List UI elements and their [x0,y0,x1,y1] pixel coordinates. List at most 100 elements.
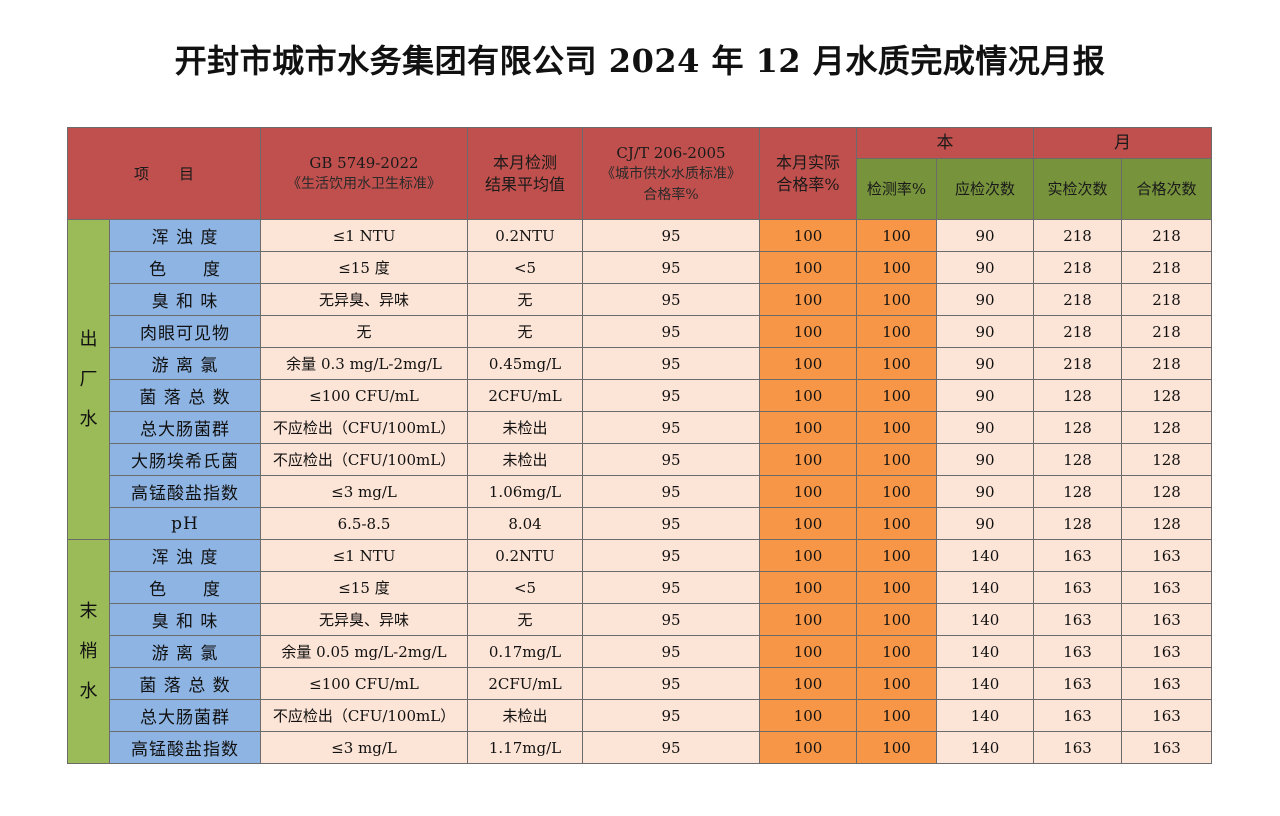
table-row: 色 度 ≤15 度 <5 95 100 100 90 218 218 [68,251,1213,284]
cell-pass-count: 128 [1121,443,1213,476]
cell-gb-standard: 不应检出（CFU/100mL） [260,699,469,732]
table-row: 臭 和 味无异臭、异味无 95 100 100 140 163 163 [68,603,1213,636]
row-item-name: 大肠埃希氏菌 [108,443,262,476]
cell-should-count: 90 [936,411,1035,444]
cell-actual-count: 218 [1033,219,1123,252]
cell-detect-rate: 100 [856,507,938,540]
row-item-name: 浑 浊 度 [108,219,262,252]
cell-monthly-average: 2CFU/mL [467,667,584,700]
header-avg-line2: 结果平均值 [485,174,566,194]
cell-should-count: 140 [936,571,1035,604]
cell-actual-count: 163 [1033,667,1123,700]
water-quality-table: 项 目 GB 5749-2022 《生活饮用水卫生标准》 本月检测 结果平均值 … [66,127,1213,764]
cell-monthly-average: 2CFU/mL [467,379,584,412]
cell-gb-standard: 余量 0.3 mg/L-2mg/L [260,347,469,380]
cell-actual-rate: 100 [759,539,858,572]
cell-pass-count: 163 [1121,699,1213,732]
table-row: 高锰酸盐指数 ≤3 mg/L 1.17mg/L 95 100 100 140 163 163 [68,731,1213,764]
table-row: 总大肠菌群 不应检出（CFU/100mL） 未检出 95 100 100 90 128 128 [68,411,1213,444]
table-body: 出厂水浑 浊 度 ≤1 NTU 0.2NTU 95 100 100 90 218 218 色 度 ≤… [67,219,1213,764]
row-item-name: 游 离 氯 [108,347,262,380]
cell-gb-standard: ≤100 CFU/mL [260,379,469,412]
cell-gb-standard: ≤3 mg/L [260,731,469,764]
row-item-name: 臭 和 味 [108,283,262,316]
cell-monthly-average: 未检出 [467,411,584,444]
cell-should-count: 90 [936,507,1035,540]
cell-actual-count: 218 [1033,283,1123,316]
cell-actual-rate: 100 [759,507,858,540]
cell-detect-rate: 100 [856,667,938,700]
row-item-name: 总大肠菌群 [108,411,262,444]
table-row: 大肠埃希氏菌 不应检出（CFU/100mL） 未检出 95 100 100 90 128 128 [68,443,1213,476]
cell-cj-rate: 95 [582,667,761,700]
cell-cj-rate: 95 [582,603,761,636]
header-cj-rate: 合格率% [643,186,699,203]
cell-detect-rate: 100 [856,347,938,380]
table-row: 游 离 氯余量 0.05 mg/L-2mg/L 0.17mg/L 95 100 100 1… [68,635,1213,668]
cell-actual-count: 163 [1033,635,1123,668]
cell-cj-rate: 95 [582,699,761,732]
cell-gb-standard: ≤15 度 [260,251,469,284]
row-item-name: pH [108,507,262,540]
cell-pass-count: 218 [1121,347,1213,380]
cell-gb-standard: 无异臭、异味 [260,603,469,636]
cell-should-count: 90 [936,475,1035,508]
cell-pass-count: 163 [1121,571,1213,604]
cell-actual-count: 128 [1033,475,1123,508]
table-row: 末梢水浑 浊 度 ≤1 NTU 0.2NTU 95 100 100 140 163 163 [67,539,1213,764]
cell-cj-rate: 95 [582,251,761,284]
table-row: 出厂水浑 浊 度 ≤1 NTU 0.2NTU 95 100 100 90 218 218 [67,219,1213,540]
cell-actual-rate: 100 [759,443,858,476]
header-actual-line2: 合格率% [776,174,840,194]
cell-gb-standard: 不应检出（CFU/100mL） [260,411,469,444]
cell-actual-rate: 100 [759,411,858,444]
header-gb-title: 《生活饮用水卫生标准》 [287,176,442,192]
row-item-name: 色 度 [108,251,262,284]
cell-detect-rate: 100 [856,635,938,668]
cell-pass-count: 218 [1121,315,1213,348]
row-item-name: 游 离 氯 [108,635,262,668]
cell-pass-count: 128 [1121,379,1213,412]
cell-detect-rate: 100 [856,443,938,476]
group-char: 厂 [79,368,98,390]
cell-pass-count: 163 [1121,539,1213,572]
cell-gb-standard: ≤15 度 [260,571,469,604]
header-gb-code: GB 5749-2022 [309,154,419,172]
cell-actual-rate: 100 [759,315,858,348]
row-item-name: 高锰酸盐指数 [108,475,262,508]
cell-cj-rate: 95 [582,475,761,508]
header-gb-standard: GB 5749-2022 《生活饮用水卫生标准》 [260,127,469,220]
cell-monthly-average: 1.06mg/L [467,475,584,508]
cell-actual-rate: 100 [759,379,858,412]
cell-should-count: 90 [936,347,1035,380]
cell-detect-rate: 100 [856,603,938,636]
cell-actual-count: 218 [1033,251,1123,284]
cell-should-count: 140 [936,699,1035,732]
cell-actual-rate: 100 [759,347,858,380]
cell-pass-count: 163 [1121,731,1213,764]
cell-cj-rate: 95 [582,539,761,572]
cell-actual-rate: 100 [759,571,858,604]
header-avg-line1: 本月检测 [493,152,558,172]
cell-pass-count: 218 [1121,219,1213,252]
group-char: 梢 [79,640,98,662]
cell-monthly-average: 无 [467,603,584,636]
cell-gb-standard: ≤100 CFU/mL [260,667,469,700]
cell-should-count: 90 [936,443,1035,476]
cell-monthly-average: 未检出 [467,443,584,476]
row-item-name: 色 度 [108,571,262,604]
cell-actual-count: 128 [1033,443,1123,476]
cell-gb-standard: ≤1 NTU [260,219,469,252]
report-title: 开封市城市水务集团有限公司 2024 年 12 月水质完成情况月报 [174,42,1106,80]
group-label-tap: 末梢水 [67,539,110,764]
cell-actual-rate: 100 [759,635,858,668]
cell-cj-rate: 95 [582,347,761,380]
cell-pass-count: 163 [1121,635,1213,668]
row-item-name: 菌 落 总 数 [108,379,262,412]
cell-monthly-average: 0.2NTU [467,219,584,252]
header-actual-count: 实检次数 [1033,158,1123,220]
cell-monthly-average: 0.17mg/L [467,635,584,668]
table-row: 臭 和 味无异臭、异味无 95 100 100 90 218 218 [68,283,1213,316]
header-cj-standard: CJ/T 206-2005 《城市供水水质标准》 合格率% [582,127,761,220]
header-month-b: 月 [1033,127,1213,159]
